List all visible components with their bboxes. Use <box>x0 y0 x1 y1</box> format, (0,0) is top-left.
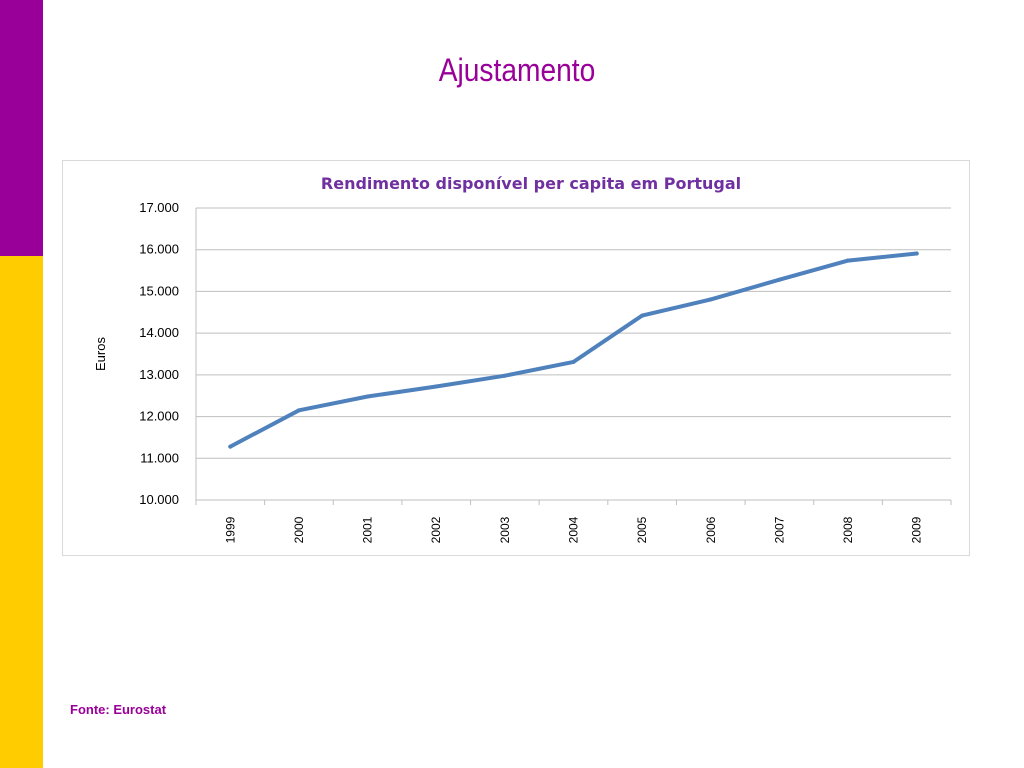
slide-title: Ajustamento <box>438 52 596 88</box>
x-tick-label: 2005 <box>635 516 649 543</box>
x-tick-label: 2002 <box>429 516 443 543</box>
x-tick-label: 2009 <box>910 516 924 543</box>
data-point <box>434 384 439 389</box>
y-tick-label: 15.000 <box>139 283 179 298</box>
data-point <box>365 394 370 399</box>
chart-frame: Rendimento disponível per capita em Port… <box>62 160 970 556</box>
y-tick-label: 10.000 <box>139 492 179 507</box>
x-tick-label: 2001 <box>361 516 375 543</box>
series-line <box>228 251 919 449</box>
x-tick-label: 2007 <box>772 516 786 543</box>
purple-side-bar <box>0 0 43 256</box>
data-point <box>502 373 507 378</box>
data-point <box>846 258 851 263</box>
data-point <box>228 444 233 449</box>
x-tick-label: 2003 <box>498 516 512 543</box>
data-points <box>228 251 919 449</box>
x-tick-label: 2008 <box>841 516 855 543</box>
y-tick-label: 11.000 <box>140 450 179 465</box>
data-point <box>914 251 919 256</box>
chart-title: Rendimento disponível per capita em Port… <box>321 174 741 193</box>
x-tick-label: 2000 <box>292 516 306 543</box>
y-axis-label: Euros <box>93 337 108 371</box>
data-point <box>571 359 576 364</box>
source-note: Fonte: Eurostat <box>70 702 167 717</box>
y-tick-label: 14.000 <box>139 325 179 340</box>
x-tick-label: 2004 <box>567 516 581 543</box>
data-point <box>708 297 713 302</box>
data-point <box>777 277 782 282</box>
data-point <box>296 408 301 413</box>
x-tick-label: 1999 <box>223 516 237 543</box>
y-tick-labels: 10.000 11.000 12.000 13.000 14.000 15.000 16.0… <box>139 200 179 507</box>
data-point <box>640 313 645 318</box>
y-tick-label: 13.000 <box>139 367 179 382</box>
gridlines <box>195 207 952 505</box>
x-tick-label: 2006 <box>704 516 718 543</box>
y-tick-label: 12.000 <box>139 409 179 424</box>
yellow-side-bar <box>0 256 43 768</box>
y-tick-label: 16.000 <box>139 242 179 257</box>
y-tick-label: 17.000 <box>139 200 179 215</box>
line-chart: Rendimento disponível per capita em Port… <box>93 174 952 543</box>
x-tick-labels: 1999 2000 2001 2002 2003 2004 2005 2006 2007 2008… <box>223 516 923 543</box>
